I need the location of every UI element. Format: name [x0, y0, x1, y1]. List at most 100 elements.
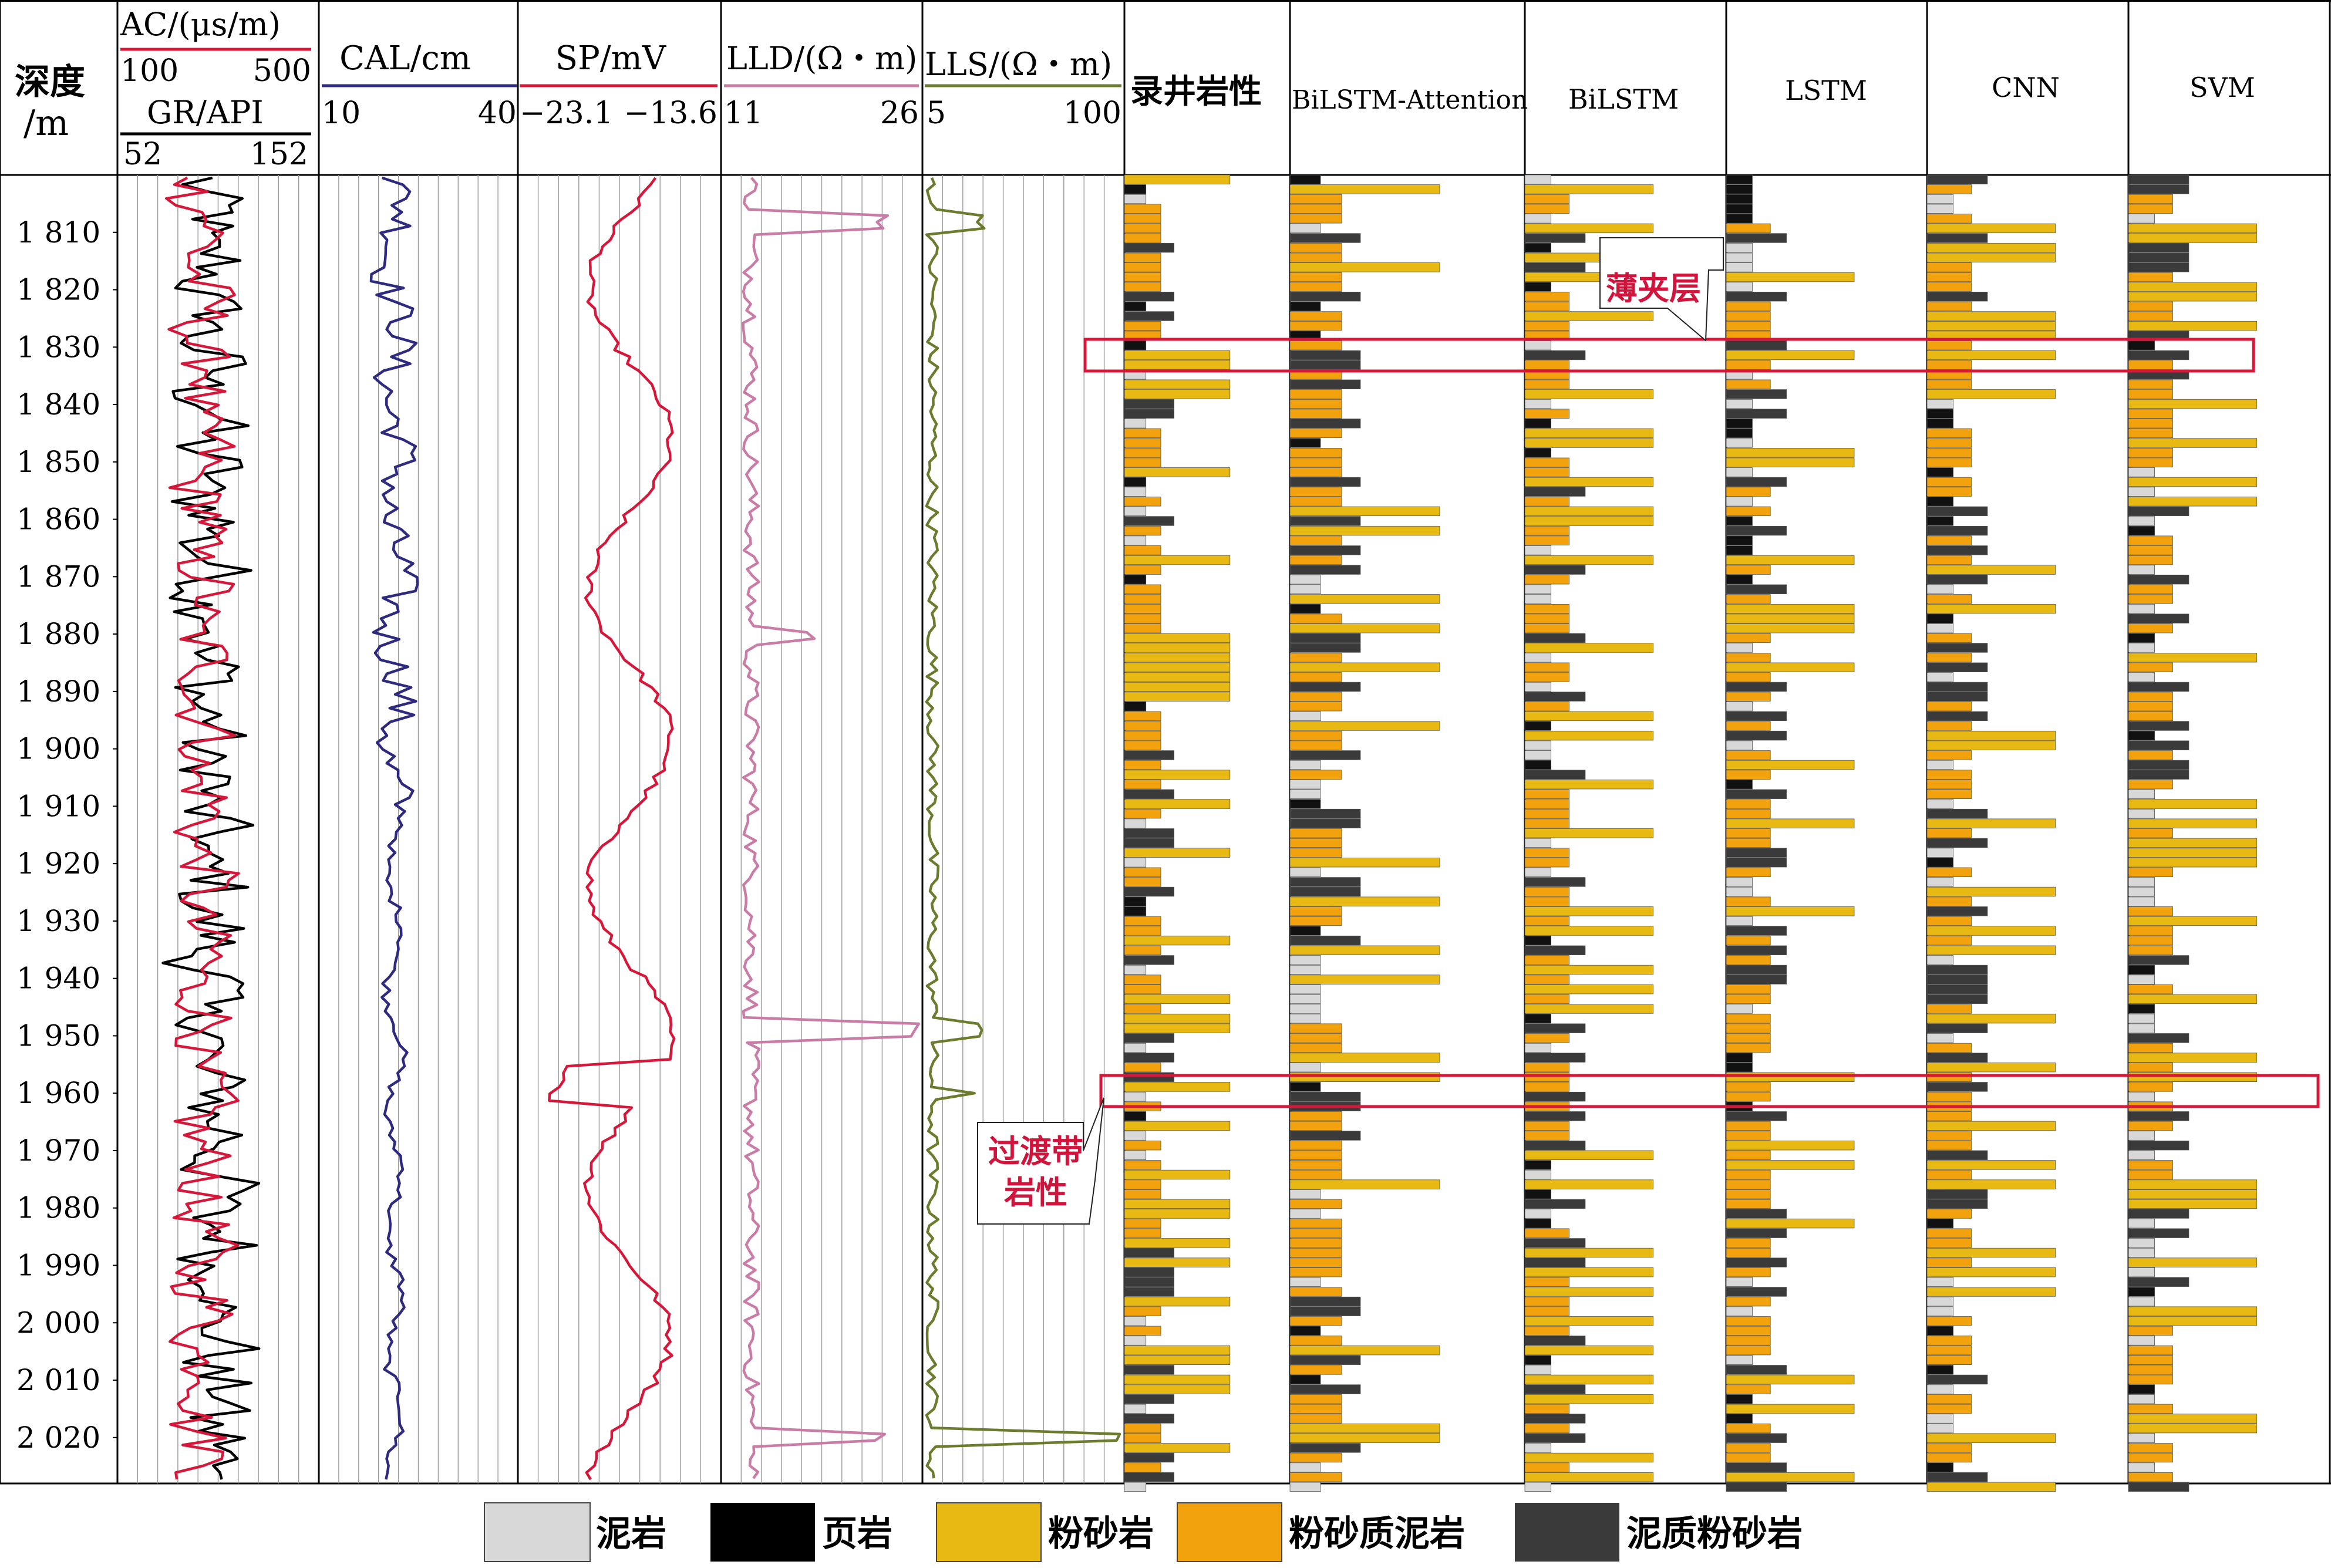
lithology-bar	[1524, 1277, 1569, 1287]
lithology-bar	[1926, 613, 1953, 623]
lithology-bar	[1926, 438, 1972, 448]
lithology-bar	[1726, 1336, 1771, 1346]
lithology-bar	[1289, 1228, 1342, 1238]
lithology-bar	[1124, 379, 1231, 390]
lithology-bar	[1124, 633, 1231, 643]
lithology-bar	[1726, 886, 1753, 897]
lithology-bar	[1524, 584, 1551, 595]
lithology-bar	[1726, 204, 1753, 214]
lithology-bar	[1926, 379, 1972, 390]
lithology-bar	[1926, 311, 2056, 321]
lithology-bar	[1289, 1384, 1361, 1394]
lithology-bar	[2128, 906, 2173, 916]
lithology-bar	[1926, 1033, 1953, 1043]
lithology-bar	[1289, 867, 1321, 878]
lithology-bar	[1289, 1423, 1440, 1434]
lithology-bar	[1726, 1033, 1771, 1043]
lithology-bar	[1926, 965, 1988, 975]
lithology-bar	[1926, 711, 1988, 721]
lithology-bar	[1524, 1072, 1569, 1083]
lithology-bar	[1124, 204, 1161, 214]
lithology-bar	[1726, 1218, 1855, 1229]
lithology-bar	[1926, 506, 1988, 517]
lithology-bar	[2128, 740, 2189, 750]
lithology-bar	[2128, 945, 2173, 956]
lithology-bar	[1926, 955, 1953, 965]
lithology-bar	[1524, 1111, 1586, 1121]
lithology-bar	[1289, 1189, 1321, 1199]
lithology-bar	[2128, 350, 2189, 360]
lithology-bar	[1124, 1306, 1161, 1316]
lithology-bar	[1726, 1316, 1771, 1326]
lithology-bar	[1524, 1394, 1654, 1404]
depth-tick-label: 2 000	[16, 1306, 100, 1340]
lithology-bar	[1524, 896, 1569, 906]
lithology-bar	[2128, 311, 2173, 321]
lithology-bar	[1926, 252, 2056, 263]
lithology-bar	[2128, 1247, 2155, 1258]
lithology-bar	[2128, 194, 2173, 204]
lithology-bar	[1289, 1043, 1342, 1053]
lithology-bar	[1124, 1091, 1147, 1102]
lithology-bar	[1124, 1452, 1174, 1463]
lithology-bar	[1524, 935, 1551, 946]
lithology-bar	[1926, 1209, 1972, 1219]
lithology-bar	[1124, 1160, 1161, 1170]
lithology-bar	[1926, 535, 1972, 545]
lithology-bar	[1289, 945, 1440, 956]
lithology-bar	[2128, 1336, 2155, 1346]
lithology-bar	[1524, 1287, 1654, 1297]
lithology-bar	[1124, 974, 1161, 984]
lithology-bar	[1124, 750, 1174, 760]
lithology-bar	[2128, 1482, 2189, 1492]
lithology-bar	[1289, 1179, 1440, 1189]
lithology-bar	[1726, 1277, 1753, 1287]
lithology-bar	[1289, 974, 1440, 984]
lithology-bar	[2128, 1023, 2155, 1033]
lithology-bar	[1289, 1472, 1342, 1482]
lithology-bar	[2128, 1228, 2189, 1238]
gr-curve	[161, 176, 261, 1480]
lithology-bar	[1524, 184, 1654, 194]
track-gridlines	[137, 175, 1105, 1483]
depth-tick-label: 2 020	[16, 1421, 100, 1455]
lithology-bar	[1289, 1063, 1321, 1073]
lithology-bar	[2128, 301, 2173, 312]
lithology-bar	[2128, 780, 2173, 790]
column-title-bilstm-attention: BiLSTM-Attention	[1292, 85, 1528, 115]
lithology-bar	[1524, 1257, 1586, 1267]
lithology-bar	[1124, 1433, 1161, 1443]
lithology-bar	[1289, 1150, 1342, 1161]
lithology-bar	[1289, 838, 1342, 848]
lithology-bar	[1124, 838, 1174, 848]
lithology-bar	[2128, 428, 2173, 439]
lithology-bar	[1726, 613, 1855, 623]
lithology-bar	[1926, 1160, 2056, 1170]
lithology-bar	[1524, 565, 1586, 575]
lithology-bar	[1289, 1452, 1342, 1463]
lithology-bar	[1926, 1199, 1988, 1209]
lithology-bar	[2128, 965, 2155, 975]
lithology-bar	[1726, 1063, 1753, 1073]
lithology-bar	[1124, 1199, 1231, 1209]
lithology-bar	[1289, 682, 1361, 692]
lithology-bar	[1524, 1443, 1551, 1453]
column-title-svm: SVM	[2189, 72, 2255, 103]
depth-tick-label: 1 890	[16, 675, 100, 709]
lithology-bar	[1289, 1169, 1342, 1180]
lithology-bar	[1289, 174, 1321, 185]
legend-label-siltstone: 粉砂岩	[1048, 1513, 1154, 1554]
lithology-bar	[2128, 867, 2173, 878]
lithology-bar	[1124, 477, 1147, 487]
lithology-bar	[1726, 1179, 1771, 1189]
lithology-bar	[1926, 662, 1988, 673]
lithology-bar	[1289, 1404, 1342, 1414]
lithology-bar	[1289, 282, 1342, 292]
lithology-bar	[1524, 174, 1551, 185]
legend-label-mudstone: 泥岩	[596, 1513, 666, 1554]
lithology-bar	[1124, 692, 1231, 702]
lithology-bar	[1926, 1326, 1953, 1336]
lithology-bar	[2128, 575, 2189, 585]
lithology-bar	[2128, 1218, 2155, 1229]
depth-tick-label: 1 950	[16, 1019, 100, 1053]
